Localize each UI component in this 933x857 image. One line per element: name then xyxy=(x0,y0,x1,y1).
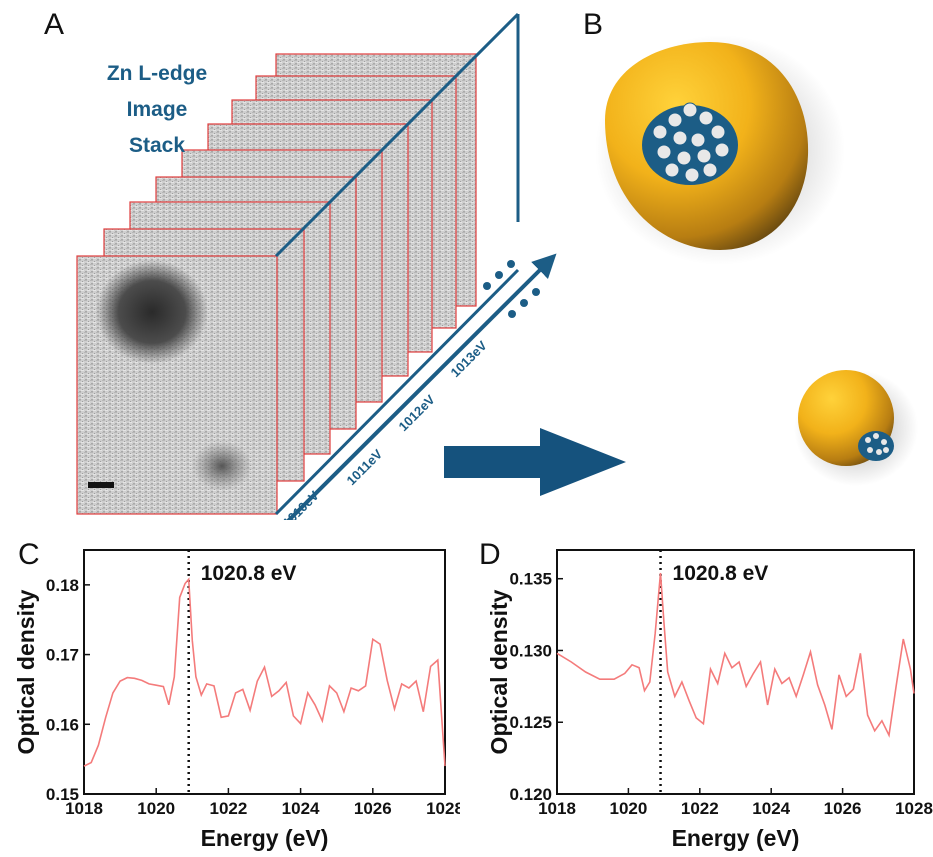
chart-c: 1018 1020 1022 1024 1026 1028 0.15 0.16 0.17 0.18… xyxy=(13,549,460,851)
x-tick-label: 1024 xyxy=(752,799,790,818)
energy-label-2: 1011eV xyxy=(344,446,386,488)
plot-frame xyxy=(83,549,446,795)
chart-d: 1018 1020 1022 1024 1026 1028 0.120 0.125 0.130 0… xyxy=(486,549,933,851)
x-tick-label: 1020 xyxy=(609,799,647,818)
x-tick-label: 1028 xyxy=(426,799,460,818)
plot-frame xyxy=(556,549,915,795)
panel-label-c: C xyxy=(18,538,40,571)
y-tick-label: 0.135 xyxy=(509,570,552,589)
peak-label: 1020.8 eV xyxy=(201,562,297,585)
particle-blob-large xyxy=(96,260,208,364)
panel-label-d: D xyxy=(479,538,501,571)
zn-cluster-large xyxy=(642,102,738,185)
y-tick-label: 0.130 xyxy=(509,641,552,660)
x-tick-label: 1018 xyxy=(65,799,103,818)
x-tick-label: 1020 xyxy=(137,799,175,818)
zn-cluster-small xyxy=(858,431,894,461)
stack-top-edge xyxy=(274,12,520,258)
x-axis-title: Energy (eV) xyxy=(672,825,800,851)
x-tick-label: 1028 xyxy=(895,799,933,818)
y-tick-label: 0.120 xyxy=(509,785,552,804)
stack-bottom-edge xyxy=(274,268,520,516)
x-tick-label: 1022 xyxy=(209,799,247,818)
peak-label: 1020.8 eV xyxy=(673,562,769,585)
y-tick-label: 0.17 xyxy=(46,646,79,665)
energy-axis-arrow xyxy=(286,253,557,520)
transition-arrow xyxy=(444,428,626,496)
stack-title-line-1: Zn L-edge xyxy=(106,62,208,85)
y-axis-title: Optical density xyxy=(486,589,512,754)
stack-title-line-3: Stack xyxy=(128,134,186,157)
x-axis-title: Energy (eV) xyxy=(201,825,329,851)
y-tick-label: 0.125 xyxy=(509,713,552,732)
scale-bar xyxy=(88,482,114,488)
spectrum-line xyxy=(556,572,915,738)
energy-label-3: 1012eV xyxy=(396,392,439,435)
x-tick-label: 1026 xyxy=(824,799,862,818)
ellipsis-dots xyxy=(483,260,540,318)
y-tick-label: 0.15 xyxy=(46,785,79,804)
stack-title-line-2: Image xyxy=(126,98,188,121)
y-axis-title: Optical density xyxy=(13,589,39,754)
x-tick-label: 1026 xyxy=(354,799,392,818)
y-tick-label: 0.16 xyxy=(46,715,79,734)
x-tick-label: 1022 xyxy=(681,799,719,818)
panel-label-b: B xyxy=(583,8,604,41)
energy-label-4: 1013eV xyxy=(448,338,491,381)
particle-blob-small xyxy=(192,441,252,491)
x-tick-label: 1018 xyxy=(538,799,576,818)
spectrum-line xyxy=(83,577,446,767)
y-tick-label: 0.18 xyxy=(46,576,79,595)
x-tick-label: 1024 xyxy=(282,799,320,818)
image-stack-figure: 1010eV 1011eV 1012eV 1013eV xyxy=(76,12,918,520)
panel-label-a: A xyxy=(44,8,65,41)
